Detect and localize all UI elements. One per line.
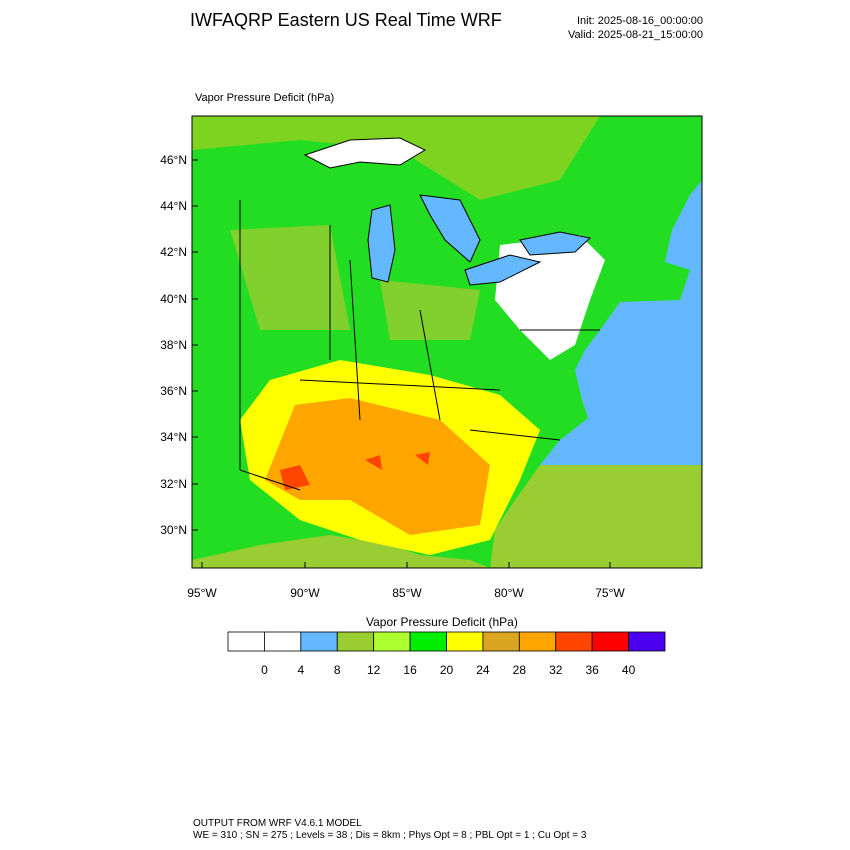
colorbar-box (518, 631, 557, 652)
valid-time: Valid: 2025-08-21_15:00:00 (568, 29, 703, 41)
colorbar-label: 12 (367, 663, 381, 677)
colorbar-label: 40 (622, 663, 636, 677)
hot-spots (280, 452, 430, 490)
lat-label: 36°N (160, 384, 187, 398)
colorbar-box (409, 631, 447, 652)
lon-label: 75°W (595, 586, 625, 600)
lat-label: 30°N (160, 523, 187, 537)
colorbar-box (628, 631, 666, 652)
northern-region (230, 225, 480, 340)
colorbar-label: 0 (261, 663, 268, 677)
map (192, 116, 702, 568)
colorbar-box (373, 631, 411, 652)
lake-superior (303, 137, 427, 169)
footer-line: WE = 310 ; SN = 275 ; Levels = 38 ; Dis … (193, 830, 587, 841)
lat-label: 40°N (160, 292, 187, 306)
lon-label: 95°W (187, 586, 217, 600)
colorbar-label: 4 (297, 663, 304, 677)
title: IWFAQRP Eastern US Real Time WRF (190, 10, 502, 30)
canada (192, 116, 600, 200)
lat-label: 34°N (160, 430, 187, 444)
lake-erie (464, 254, 542, 286)
colorbar-label: 8 (334, 663, 341, 677)
lat-label: 42°N (160, 245, 187, 259)
colorbar-label: 36 (585, 663, 599, 677)
lake-michigan (367, 204, 396, 283)
lat-label: 32°N (160, 477, 187, 491)
colorbar-box (300, 631, 338, 652)
atlantic-south (490, 465, 702, 568)
colorbar-label: 28 (513, 663, 527, 677)
lat-label: 46°N (160, 153, 187, 167)
lat-label: 44°N (160, 199, 187, 213)
colorbar-label: 32 (549, 663, 563, 677)
lat-label: 38°N (160, 338, 187, 352)
lake-ontario (519, 231, 592, 256)
map-frame (191, 115, 703, 569)
colorbar-box (591, 631, 629, 652)
colorbar-box (336, 631, 375, 652)
atlantic (540, 180, 702, 465)
colorbar-label: 16 (403, 663, 417, 677)
colorbar-label: 20 (440, 663, 454, 677)
init-time: Init: 2025-08-16_00:00:00 (577, 15, 703, 27)
lake-huron (419, 194, 481, 263)
footer-line: OUTPUT FROM WRF V4.6.1 MODEL (193, 818, 362, 829)
lon-label: 85°W (392, 586, 422, 600)
colorbar-box (555, 631, 593, 652)
colorbar-box (446, 631, 484, 652)
lon-label: 90°W (290, 586, 320, 600)
lon-label: 80°W (494, 586, 524, 600)
state-borders (239, 200, 600, 491)
colorbar-box (264, 631, 302, 652)
colorbar-title: Vapor Pressure Deficit (hPa) (366, 615, 518, 629)
map-label: Vapor Pressure Deficit (hPa) (195, 92, 334, 104)
colorbar-box (482, 631, 520, 652)
colorbar-label: 24 (476, 663, 490, 677)
colorbar-box (227, 631, 265, 652)
gulf (192, 535, 490, 568)
